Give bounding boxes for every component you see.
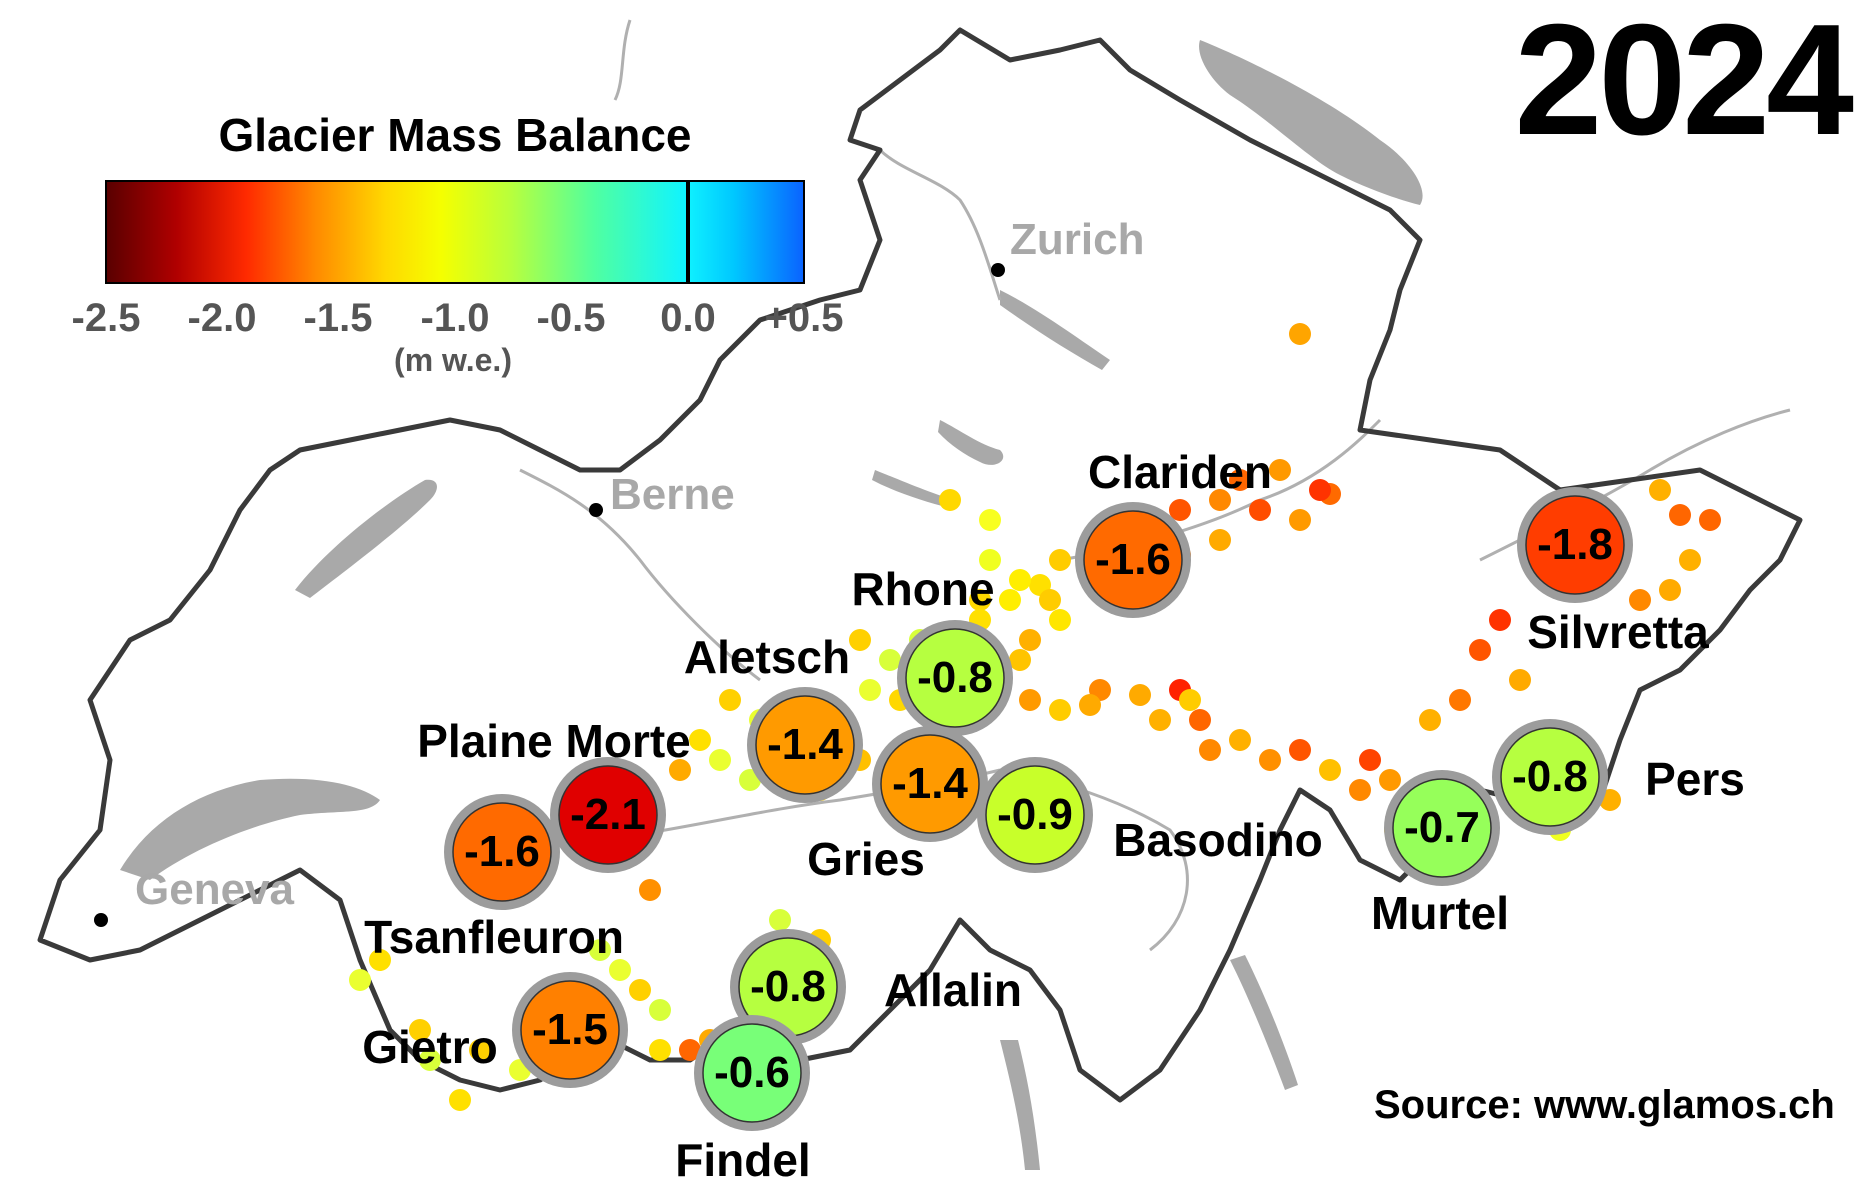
city-dot-berne [589,503,603,517]
glacier-value-aletsch: -1.4 [767,720,843,769]
glacier-value-gries: -1.4 [892,759,968,808]
legend-tick: -1.0 [420,296,490,340]
city-dot-geneva [94,913,108,927]
legend-zero-marker [686,180,690,284]
lake-thun [872,470,955,508]
lake-neuchatel [295,479,437,598]
lake-constance [1199,40,1423,205]
glacier-circle [755,695,855,795]
glacier-label-plaine-morte: Plaine Morte [417,715,691,767]
glacier-circle [702,1023,802,1123]
glacier-circle [1500,727,1600,827]
glacier-label-gietro: Gietro [362,1021,498,1073]
lake-lucerne [938,420,1004,465]
glacier-circles [444,487,1633,1131]
legend-tick: 0.0 [660,296,716,340]
glacier-label-tsanfleuron: Tsanfleuron [364,911,624,963]
glacier-label-basodino: Basodino [1113,814,1323,866]
legend-color-bar [105,180,805,284]
source-credit: Source: www.glamos.ch [1374,1083,1835,1127]
glacier-label-pers: Pers [1645,753,1745,805]
glacier-value-tsanfleuron: -1.6 [464,827,540,876]
glacier-value-gietro: -1.5 [532,1005,608,1054]
city-dots [94,263,1005,927]
glacier-circle [452,802,552,902]
glacier-label-allalin: Allalin [883,964,1023,1016]
glacier-value-allalin: -0.8 [750,962,826,1011]
glacier-label-silvretta: Silvretta [1527,606,1709,658]
legend-tick: -0.5 [536,296,606,340]
glacier-circle [1525,495,1625,595]
legend-tick: -1.5 [303,296,373,340]
glacier-value-murtel: -0.7 [1404,803,1480,852]
lakes [120,40,1423,1170]
legend-tick: -2.5 [71,296,141,340]
glacier-value-basodino: -0.9 [997,790,1073,839]
glacier-circle [985,765,1085,865]
legend-unit: (m w.e.) [394,342,512,378]
city-dot-zurich [991,263,1005,277]
glacier-value-pers: -0.8 [1512,752,1588,801]
glacier-value-rhone: -0.8 [917,653,993,702]
glacier-value-silvretta: -1.8 [1537,520,1613,569]
glacier-label-findel: Findel [675,1134,811,1186]
lake-geneva [120,778,380,880]
glacier-value-plaine-morte: -2.1 [570,790,646,839]
glacier-label-murtel: Murtel [1371,887,1509,939]
glacier-circle [1083,510,1183,610]
glacier-circle [880,734,980,834]
glacier-circle [558,765,658,865]
glacier-label-gries: Gries [807,833,925,885]
glacier-circle [1392,778,1492,878]
city-label-berne: Berne [610,470,735,519]
glacier-label-aletsch: Aletsch [683,631,851,683]
glacier-circle [520,980,620,1080]
lake-como [1230,955,1298,1090]
year-label: 2024 [1514,0,1855,168]
legend-title: Glacier Mass Balance [218,109,692,161]
glacier-circle [905,628,1005,728]
lake-zurich [1000,290,1110,370]
lake-maggiore [1000,1040,1040,1170]
city-label-geneva: Geneva [135,865,294,914]
legend-tick: +0.5 [764,296,844,340]
glacier-value-clariden: -1.6 [1095,535,1171,584]
legend-tick: -2.0 [187,296,257,340]
glacier-value-findel: -0.6 [714,1048,790,1097]
glacier-label-clariden: Clariden [1087,446,1273,498]
glacier-label-rhone: Rhone [851,563,995,615]
city-label-zurich: Zurich [1010,215,1145,264]
